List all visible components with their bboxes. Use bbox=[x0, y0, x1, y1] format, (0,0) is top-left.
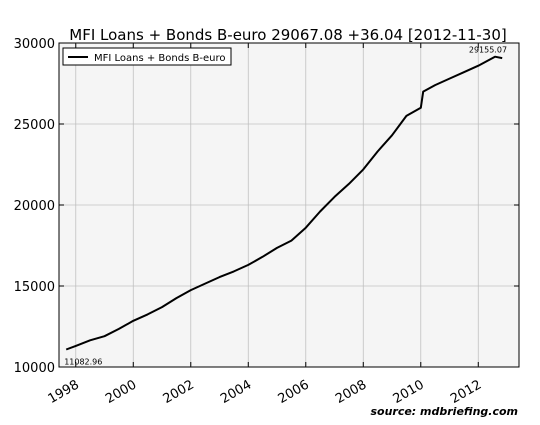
y-tick-label: 20000 bbox=[14, 199, 55, 214]
x-tick-label: 2012 bbox=[448, 377, 484, 407]
chart-title: MFI Loans + Bonds B-euro 29067.08 +36.04… bbox=[69, 26, 506, 44]
y-tick-label: 15000 bbox=[14, 280, 55, 295]
y-tick-label: 25000 bbox=[14, 118, 55, 133]
x-tick-label: 1998 bbox=[46, 377, 82, 407]
x-tick-label: 2008 bbox=[333, 377, 369, 407]
legend-label: MFI Loans + Bonds B-euro bbox=[94, 53, 225, 64]
data-annotation: 11082.96 bbox=[64, 357, 102, 366]
series-line bbox=[65, 55, 503, 351]
x-tick-label: 2006 bbox=[276, 377, 312, 407]
y-tick-label: 30000 bbox=[14, 37, 55, 52]
series-layer bbox=[65, 55, 503, 351]
y-tick-label: 10000 bbox=[14, 361, 55, 376]
legend-box bbox=[62, 47, 232, 66]
x-tick-label: 2010 bbox=[391, 377, 427, 407]
x-tick-label: 2004 bbox=[218, 377, 254, 407]
grid bbox=[59, 43, 519, 367]
legend: MFI Loans + Bonds B-euro bbox=[62, 47, 232, 66]
source-note: source: mdbriefing.com bbox=[370, 405, 518, 418]
annotations: 11082.96 29155.07 bbox=[64, 46, 507, 367]
x-tick-label: 2002 bbox=[161, 377, 197, 407]
data-annotation: 29155.07 bbox=[469, 46, 507, 55]
x-tick-label: 2000 bbox=[103, 377, 139, 407]
